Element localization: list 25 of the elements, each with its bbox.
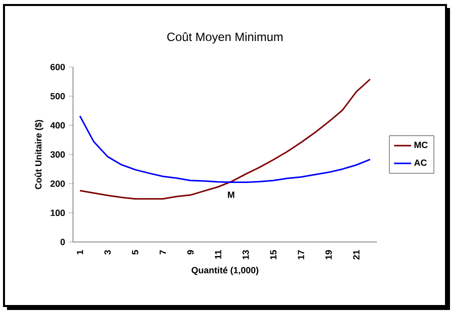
x-tick-label: 3 bbox=[104, 250, 111, 255]
x-tick-label: 19 bbox=[325, 250, 332, 260]
legend-label: AC bbox=[414, 160, 427, 166]
y-tick-label: 100 bbox=[50, 210, 65, 216]
legend-label: MC bbox=[414, 142, 428, 148]
x-tick-label: 11 bbox=[214, 250, 222, 259]
y-axis-title: Coût Unitaire ($) bbox=[34, 120, 44, 190]
y-tick-label: 500 bbox=[50, 92, 65, 100]
x-tick-label: 17 bbox=[298, 250, 304, 260]
x-tick-label: 15 bbox=[270, 250, 277, 260]
x-tick-label: 1 bbox=[76, 250, 84, 254]
annotation: M bbox=[228, 192, 234, 198]
x-tick-label: 13 bbox=[242, 250, 249, 260]
y-tick-label: 200 bbox=[50, 180, 65, 187]
x-tick-label: 9 bbox=[187, 250, 194, 254]
x-tick-label: 21 bbox=[353, 250, 360, 260]
x-tick-label: 5 bbox=[132, 250, 138, 255]
y-tick-label: 600 bbox=[50, 64, 65, 70]
y-tick-label: 0 bbox=[60, 238, 65, 246]
chart-title: Coût Moyen Minimum bbox=[167, 32, 283, 44]
x-axis-title: Quantité (1,000) bbox=[192, 266, 258, 276]
line-series bbox=[79, 115, 371, 183]
y-tick-label: 300 bbox=[50, 151, 65, 158]
x-tick-label: 7 bbox=[160, 250, 166, 254]
y-tick-label: 400 bbox=[50, 122, 65, 129]
